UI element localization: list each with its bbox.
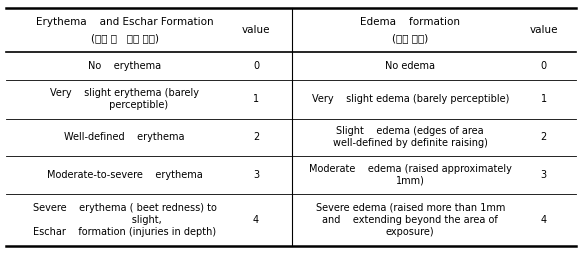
- Text: Edema    formation: Edema formation: [360, 17, 460, 27]
- Text: 0: 0: [253, 61, 259, 71]
- Text: 1: 1: [541, 94, 546, 104]
- Text: Severe edema (raised more than 1mm
and    extending beyond the area of
exposure): Severe edema (raised more than 1mm and e…: [315, 203, 505, 237]
- Text: Well-defined    erythema: Well-defined erythema: [64, 132, 185, 142]
- Text: 1: 1: [253, 94, 259, 104]
- Text: (홍반 및   가피 형성): (홍반 및 가피 형성): [91, 34, 158, 44]
- Text: Slight    edema (edges of area
well-defined by definite raising): Slight edema (edges of area well-defined…: [333, 126, 488, 149]
- Text: 4: 4: [541, 215, 546, 225]
- Text: 2: 2: [541, 132, 546, 142]
- Text: value: value: [530, 25, 558, 35]
- Text: 0: 0: [541, 61, 546, 71]
- Text: value: value: [242, 25, 270, 35]
- Text: (부종 형성): (부종 형성): [392, 34, 428, 44]
- Text: Severe    erythema ( beet redness) to
              slight,
Eschar    formation : Severe erythema ( beet redness) to sligh…: [33, 203, 217, 237]
- Text: Very    slight edema (barely perceptible): Very slight edema (barely perceptible): [311, 94, 509, 104]
- Text: 4: 4: [253, 215, 259, 225]
- Text: 2: 2: [253, 132, 259, 142]
- Text: No    erythema: No erythema: [88, 61, 161, 71]
- Text: Erythema    and Eschar Formation: Erythema and Eschar Formation: [36, 17, 214, 27]
- Text: Moderate-to-severe    erythema: Moderate-to-severe erythema: [47, 170, 203, 180]
- Text: 3: 3: [541, 170, 546, 180]
- Text: No edema: No edema: [385, 61, 435, 71]
- Text: Moderate    edema (raised approximately
1mm): Moderate edema (raised approximately 1mm…: [309, 164, 512, 186]
- Text: Very    slight erythema (barely
         perceptible): Very slight erythema (barely perceptible…: [50, 88, 199, 110]
- Text: 3: 3: [253, 170, 259, 180]
